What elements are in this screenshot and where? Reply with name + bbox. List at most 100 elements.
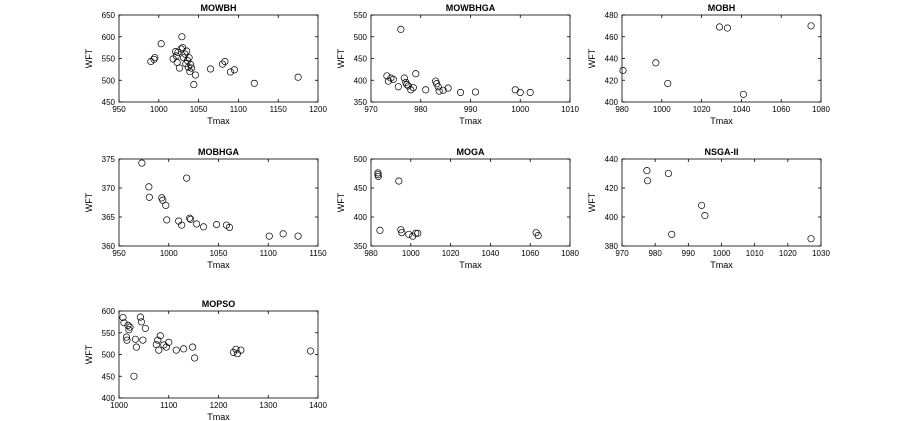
plot-frame xyxy=(370,158,571,247)
y-tick-label: 600 xyxy=(102,33,116,42)
data-point xyxy=(183,47,191,55)
data-point xyxy=(120,319,128,327)
plot-frame xyxy=(621,158,822,247)
data-point xyxy=(172,346,180,354)
x-axis-label: Tmax xyxy=(207,260,230,270)
y-tick-label: 550 xyxy=(102,55,116,64)
x-tick-label: 1030 xyxy=(812,249,830,258)
data-point xyxy=(136,313,144,321)
data-point xyxy=(511,86,519,94)
data-point xyxy=(212,220,221,229)
data-point xyxy=(130,372,138,380)
data-point xyxy=(534,232,542,240)
scatter-panel: MOWBHGA Tmax WFT 970 980 990 1000 1010 350 400 450… xyxy=(336,3,579,126)
data-point xyxy=(165,338,173,346)
x-tick-label: 990 xyxy=(682,249,696,258)
data-point xyxy=(414,229,422,237)
x-tick-label: 1010 xyxy=(746,249,764,258)
data-point xyxy=(178,33,186,41)
x-tick-label: 950 xyxy=(112,105,126,114)
x-tick-label: 1000 xyxy=(160,249,178,258)
y-axis-label: WFT xyxy=(84,344,94,364)
y-tick-label: 400 xyxy=(605,213,619,222)
y-tick-label: 350 xyxy=(354,242,368,251)
panel-title: MOPSO xyxy=(202,299,236,309)
data-point xyxy=(412,229,420,237)
data-point xyxy=(230,66,238,74)
y-tick-label: 400 xyxy=(102,394,116,403)
y-axis-label: WFT xyxy=(587,48,597,68)
y-tick-label: 460 xyxy=(605,33,619,42)
x-tick-label: 980 xyxy=(364,249,378,258)
plot-frame xyxy=(118,310,319,399)
data-point xyxy=(389,75,397,83)
data-point xyxy=(189,343,197,351)
y-tick-label: 420 xyxy=(605,76,619,85)
data-point xyxy=(397,25,405,33)
data-point xyxy=(294,73,302,81)
x-axis-label: Tmax xyxy=(459,260,482,270)
x-axis-label: Tmax xyxy=(710,116,733,126)
data-point xyxy=(237,346,245,354)
data-point xyxy=(374,169,382,177)
data-point xyxy=(294,232,302,240)
y-tick-label: 440 xyxy=(605,155,619,164)
x-tick-label: 1020 xyxy=(693,105,711,114)
y-tick-label: 375 xyxy=(102,155,116,164)
x-tick-label: 1050 xyxy=(190,105,208,114)
data-point xyxy=(456,88,465,96)
y-axis-label: WFT xyxy=(84,192,94,212)
x-axis-label: Tmax xyxy=(207,412,230,421)
data-point xyxy=(434,83,442,91)
data-point xyxy=(374,172,382,180)
data-point xyxy=(218,60,227,68)
data-point xyxy=(138,159,146,167)
data-point xyxy=(124,321,132,329)
scatter-panel: MOPSO Tmax WFT 1000 1100 1200 1300 1400 400 450 50… xyxy=(84,299,327,421)
y-tick-label: 400 xyxy=(354,76,368,85)
scatter-panel: NSGA-II Tmax WFT 970 980 990 1000 1010 1020 1030 3… xyxy=(587,147,830,270)
data-point xyxy=(186,68,194,76)
data-point xyxy=(619,66,627,75)
data-point xyxy=(400,74,408,82)
data-point xyxy=(139,336,147,344)
data-point xyxy=(179,44,187,52)
data-point xyxy=(221,57,229,66)
data-point xyxy=(145,193,153,201)
scatter-panel: MOBH Tmax WFT 980 1000 1020 1040 1060 1080 400 420… xyxy=(587,3,830,126)
data-point xyxy=(157,40,165,48)
y-axis-label: WFT xyxy=(84,48,94,68)
data-point xyxy=(132,343,140,351)
x-tick-label: 980 xyxy=(648,249,662,258)
data-point xyxy=(723,24,732,32)
y-tick-label: 500 xyxy=(102,76,116,85)
x-tick-label: 1010 xyxy=(561,105,579,114)
x-tick-label: 1200 xyxy=(309,105,327,114)
data-point xyxy=(190,81,198,89)
data-point xyxy=(715,23,724,31)
data-point xyxy=(122,333,131,341)
data-point xyxy=(191,354,199,362)
x-tick-label: 1200 xyxy=(210,401,228,410)
x-tick-label: 1300 xyxy=(259,401,277,410)
y-tick-label: 480 xyxy=(605,11,619,20)
data-point xyxy=(664,169,672,178)
y-tick-label: 500 xyxy=(102,351,116,360)
data-point xyxy=(407,86,415,94)
x-tick-label: 1050 xyxy=(210,249,228,258)
y-tick-label: 450 xyxy=(102,98,116,107)
data-point xyxy=(150,55,158,63)
scatter-panel: MOWBH Tmax WFT 950 1000 1050 1100 1150 1200 450 50… xyxy=(84,3,327,126)
data-point xyxy=(444,84,452,92)
data-point xyxy=(279,230,287,238)
y-tick-label: 400 xyxy=(605,98,619,107)
x-tick-label: 1060 xyxy=(521,249,539,258)
panel-title: MOBH xyxy=(708,3,736,13)
x-axis-label: Tmax xyxy=(710,260,733,270)
data-point xyxy=(306,347,315,355)
data-point xyxy=(145,183,153,191)
x-tick-label: 1080 xyxy=(812,105,830,114)
data-point xyxy=(807,22,815,30)
x-tick-label: 1080 xyxy=(561,249,579,258)
data-point xyxy=(185,54,193,62)
